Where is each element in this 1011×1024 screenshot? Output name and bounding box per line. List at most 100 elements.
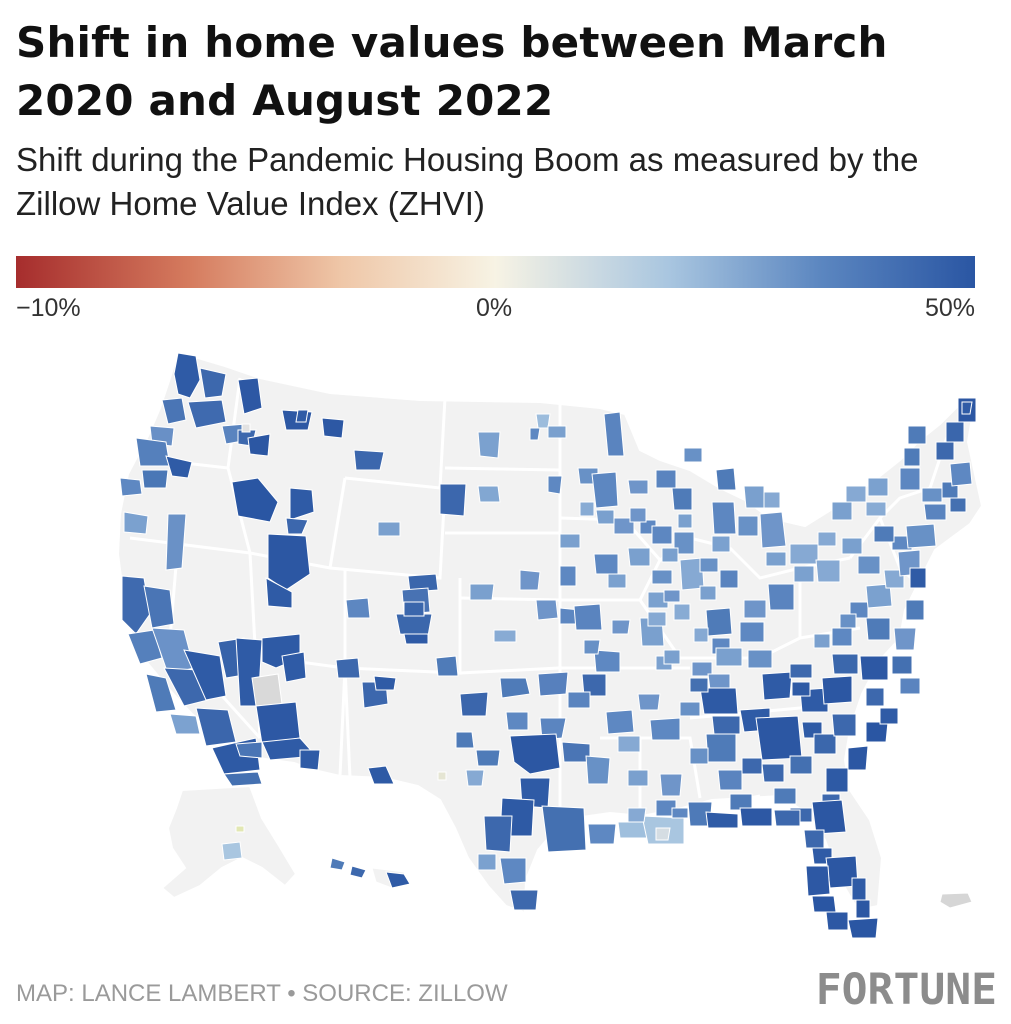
metro-rochester-mn: [595, 509, 615, 525]
metro-lawton: [459, 691, 489, 717]
metro-peoria: [647, 591, 669, 609]
legend-max-label: 50%: [924, 294, 975, 322]
metro-salisbury: [905, 599, 925, 621]
metro-louisville: [715, 647, 743, 667]
metro-colorado-springs: [403, 633, 429, 645]
metro-pueblo: [403, 601, 425, 617]
metro-madison: [651, 525, 673, 545]
metro-miami: [847, 917, 879, 938]
metro-fairbanks: [235, 825, 245, 833]
metro-tallahassee: [773, 809, 801, 827]
metro-tulsa: [537, 671, 569, 697]
metro-green-bay: [671, 487, 693, 511]
metro-huntsville: [711, 715, 741, 735]
metro-rocky-mount: [891, 655, 913, 675]
metro-san-diego: [223, 771, 263, 787]
metro-bakersfield: [183, 649, 227, 701]
metro-akron: [793, 565, 815, 583]
metro-montgomery: [717, 769, 743, 791]
metro-amarillo: [435, 655, 459, 677]
metro-richmond: [865, 617, 891, 641]
metro-washington: [865, 583, 893, 609]
metro-pensacola: [705, 811, 739, 829]
metro-kearney: [469, 583, 495, 601]
metro-minneapolis: [591, 471, 619, 509]
metro-cedar-rapids: [627, 547, 651, 567]
metro-saginaw: [743, 485, 765, 509]
metro-columbia-mo: [611, 619, 631, 635]
metro-jackson-tn: [679, 701, 701, 717]
metro-virginia-beach: [893, 627, 917, 651]
source-credit: MAP: LANCE LAMBERT • SOURCE: ZILLOW: [16, 980, 508, 1007]
metro-memphis: [649, 717, 681, 741]
metro-lynchburg: [839, 613, 857, 629]
metro-prescott: [281, 651, 307, 683]
metro-marquette: [683, 447, 703, 463]
metro-fort-smith: [567, 691, 591, 709]
metro-brownsville: [509, 889, 539, 911]
metro-columbus-ga: [761, 763, 785, 783]
metro-myrtle-beach: [865, 721, 889, 743]
metro-tuscaloosa: [689, 747, 709, 765]
metro-lafayette: [627, 807, 647, 823]
metro-macon: [789, 755, 813, 775]
metro-sioux-falls: [547, 475, 563, 495]
metro-lubbock: [455, 731, 475, 749]
legend-min-label: −10%: [16, 294, 81, 322]
metro-olympia: [161, 397, 187, 425]
metro-charlotte: [821, 675, 853, 705]
metro-fort-myers: [825, 911, 849, 931]
metro-tampa: [805, 865, 831, 897]
metro-monroe: [627, 769, 649, 787]
metro-reno: [165, 513, 187, 571]
metro-portland-me: [945, 421, 965, 443]
metro-wausau: [655, 469, 677, 489]
metro-charleston: [847, 745, 869, 771]
metro-cheyenne: [439, 483, 467, 517]
us-metro-map: [116, 350, 984, 938]
metro-dallas: [509, 733, 561, 775]
metro-lansing: [737, 515, 759, 537]
metro-pine-bluff: [617, 735, 641, 753]
metro-buffalo: [831, 501, 853, 521]
metro-traverse-city: [715, 467, 737, 491]
metro-kauai: [329, 857, 346, 871]
metro-farmington: [335, 657, 361, 679]
metro-fort-collins: [407, 573, 439, 593]
metro-billings: [353, 449, 385, 471]
metro-oklahoma-city: [499, 677, 531, 699]
metro-knoxville: [761, 671, 793, 701]
metro-albany: [773, 787, 797, 805]
metro-asheville: [791, 681, 811, 697]
metro-harrisburg: [857, 555, 881, 575]
metro-kalamazoo: [711, 535, 731, 553]
metro-des-moines: [593, 553, 619, 575]
metro-duluth: [603, 411, 625, 457]
metro-new-orleans-core: [655, 827, 671, 841]
metro-birmingham: [705, 733, 737, 763]
metro-california-north: [121, 575, 151, 635]
metro-jackson-ms: [659, 773, 683, 797]
metro-baltimore: [883, 569, 905, 589]
metro-champaign: [673, 603, 691, 621]
metro-little-rock: [605, 709, 635, 735]
metro-boston: [949, 461, 973, 487]
metro-sierra-vista: [299, 749, 321, 771]
metro-coeur: [247, 433, 271, 457]
metro-grand-rapids: [711, 501, 737, 535]
metro-port-st-lucie: [855, 899, 871, 919]
metro-eau-claire: [627, 479, 649, 495]
metro-san-luis: [145, 673, 177, 713]
metro-corpus-christi: [499, 857, 527, 885]
metro-provo: [265, 577, 293, 609]
metro-springfield-mo: [593, 649, 621, 673]
metro-toledo: [765, 551, 787, 567]
metro-state-college: [841, 537, 863, 555]
metro-fayetteville-nc: [865, 687, 885, 707]
metro-roanoke: [831, 627, 853, 647]
metro-las-cruces: [367, 765, 395, 785]
metro-terre-haute: [693, 627, 709, 643]
metro-springfield-il: [647, 611, 667, 627]
metro-syracuse: [867, 477, 889, 497]
metro-augusta: [813, 733, 837, 755]
